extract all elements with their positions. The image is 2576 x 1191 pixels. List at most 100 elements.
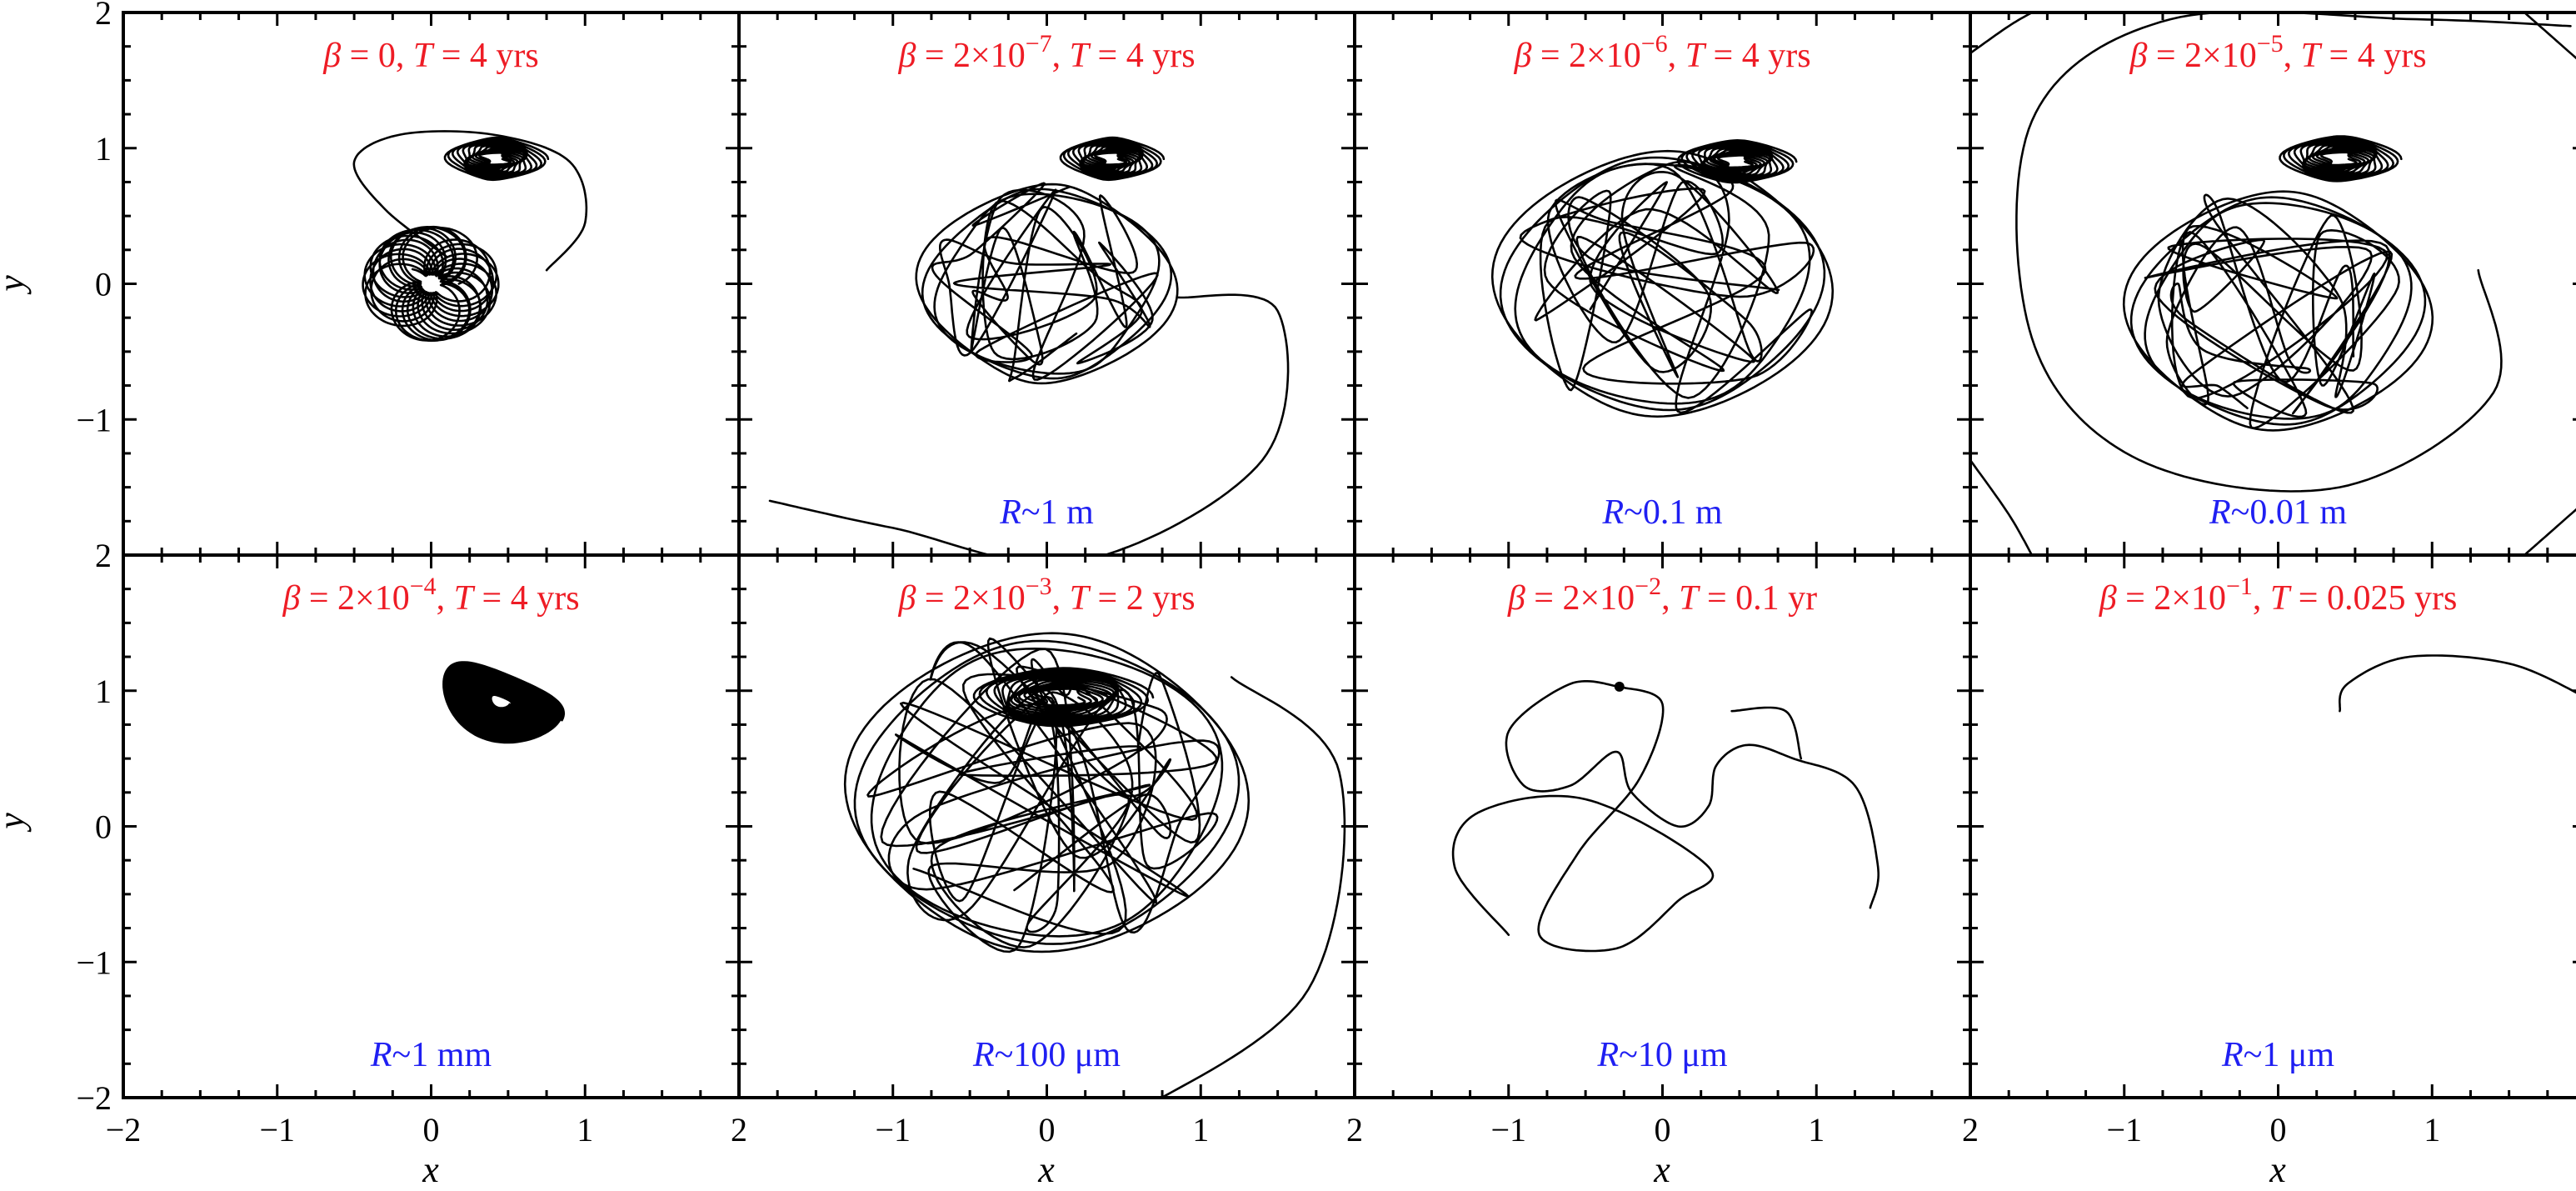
panel-1: β = 0, T = 4 yrs xyxy=(122,11,741,557)
beta-value: 2×10 xyxy=(953,37,1026,75)
panel-1-trajectory-1 xyxy=(362,225,500,343)
beta-exponent: −2 xyxy=(1635,573,1661,600)
panel-3-frame xyxy=(1353,11,1972,557)
panel-7-trajectory-1 xyxy=(1505,680,1880,909)
panel-4-trajectory-10 xyxy=(2523,508,2576,555)
panel-3-title: β = 2×10−6, T = 4 yrs xyxy=(1513,30,1810,75)
beta-exponent: −7 xyxy=(1026,30,1052,58)
panel-5-trajectory-1 xyxy=(442,661,566,744)
y-axis-label-row-1: y xyxy=(0,275,32,295)
beta-value: 2×10 xyxy=(337,579,410,618)
y-tick-label: 1 xyxy=(95,673,112,710)
panel-8-radius-annotation: R~1 μm xyxy=(2221,1036,2334,1074)
beta-symbol: β xyxy=(1507,579,1525,618)
panel-6-trajectory-4 xyxy=(843,632,1251,953)
panels: β = 0, T = 4 yrs β = 2×10−7, T = 4 yrs R~1… xyxy=(122,11,2576,1099)
x-tick-label: −1 xyxy=(1490,1111,1526,1148)
panel-5-radius-annotation: R~1 mm xyxy=(370,1036,492,1074)
x-axis-label-col-4: x xyxy=(2269,1149,2286,1190)
panel-1-trajectory-2 xyxy=(352,130,588,272)
panel-2-title: β = 2×10−7, T = 4 yrs xyxy=(897,30,1195,75)
beta-exponent: −6 xyxy=(1641,30,1668,58)
time-value: 4 yrs xyxy=(2358,37,2427,75)
beta-value: 2×10 xyxy=(2154,579,2226,618)
beta-exponent: −4 xyxy=(410,573,437,600)
panel-6-title: β = 2×10−3, T = 2 yrs xyxy=(897,573,1195,618)
panel-4-trajectory-9 xyxy=(2523,13,2576,60)
beta-exponent: −1 xyxy=(2226,573,2253,600)
panel-2-trajectory-1 xyxy=(931,182,1159,383)
panel-2-trajectory-5 xyxy=(1059,136,1166,182)
panel-2-radius-annotation: R~1 m xyxy=(999,493,1094,532)
x-tick-label: 0 xyxy=(1039,1111,1056,1148)
panel-7-plot-area xyxy=(1451,680,1880,953)
panel-8-plot-area xyxy=(2339,654,2576,713)
beta-symbol: β xyxy=(2129,37,2147,75)
panel-5-plot-area xyxy=(442,661,566,744)
panel-8: β = 2×10−1, T = 0.025 yrs R~1 μm xyxy=(1969,553,2576,1099)
y-tick-label: −1 xyxy=(76,943,112,981)
panel-2-trajectory-3 xyxy=(921,188,1173,380)
beta-value: 2×10 xyxy=(953,579,1026,618)
x-tick-label: 1 xyxy=(1192,1111,1209,1148)
panel-1-trajectory-3 xyxy=(443,136,550,182)
time-value: 4 yrs xyxy=(1126,37,1196,75)
time-symbol: T xyxy=(413,37,435,75)
y-tick-label: 1 xyxy=(95,130,112,168)
panel-6-trajectory-5 xyxy=(972,667,1155,728)
beta-symbol: β xyxy=(1513,37,1531,75)
panel-4-trajectory-4 xyxy=(2122,190,2434,432)
time-value: 4 yrs xyxy=(470,37,539,75)
x-tick-label: 2 xyxy=(1962,1111,1979,1148)
time-value: 0.1 yr xyxy=(1735,579,1817,618)
panel-7-title: β = 2×10−2, T = 0.1 yr xyxy=(1507,573,1817,618)
time-value: 4 yrs xyxy=(511,579,580,618)
time-symbol: T xyxy=(1070,37,1091,75)
x-tick-label: 0 xyxy=(423,1111,440,1148)
panel-1-frame xyxy=(122,11,741,557)
time-value: 0.025 yrs xyxy=(2327,579,2457,618)
panel-7-trajectory-2 xyxy=(1451,685,1715,953)
panel-2-trajectory-4 xyxy=(915,183,1179,385)
panel-8-trajectory-1 xyxy=(2339,654,2576,713)
x-axis-label-col-1: x xyxy=(422,1149,439,1190)
x-tick-label: −1 xyxy=(259,1111,295,1148)
y-tick-label: −2 xyxy=(76,1079,112,1117)
panel-2-plot-area xyxy=(768,136,1290,555)
panel-2: β = 2×10−7, T = 4 yrs R~1 m xyxy=(737,11,1356,557)
panel-8-title: β = 2×10−1, T = 0.025 yrs xyxy=(2099,573,2458,618)
panel-3-trajectory-5 xyxy=(1676,139,1798,184)
x-tick-label: −1 xyxy=(2106,1111,2142,1148)
panel-4-trajectory-1 xyxy=(2144,193,2400,429)
x-axis-label-col-3: x xyxy=(1653,1149,1670,1190)
panel-4-plot-area xyxy=(1970,13,2576,555)
x-tick-label: −1 xyxy=(875,1111,911,1148)
panel-1-title: β = 0, T = 4 yrs xyxy=(322,37,539,75)
panel-4: β = 2×10−5, T = 4 yrs R~0.01 m xyxy=(1969,11,2576,557)
x-tick-label: 0 xyxy=(2270,1111,2287,1148)
panel-2-trajectory-6 xyxy=(768,293,1290,555)
panel-6-trajectory-2 xyxy=(870,648,1224,938)
panel-7-start-point xyxy=(1614,681,1625,692)
beta-value: 2×10 xyxy=(1562,579,1635,618)
time-value: 4 yrs xyxy=(1742,37,1811,75)
beta-symbol: β xyxy=(322,37,341,75)
x-tick-label: 1 xyxy=(577,1111,593,1148)
panel-8-frame xyxy=(1969,553,2576,1099)
beta-symbol: β xyxy=(2099,579,2117,618)
time-symbol: T xyxy=(454,579,476,618)
y-tick-label: 0 xyxy=(95,808,112,846)
panel-4-trajectory-6 xyxy=(2015,13,2572,493)
panel-6-trajectory-1 xyxy=(866,637,1221,953)
panel-6: β = 2×10−3, T = 2 yrs R~100 μm xyxy=(737,553,1356,1099)
time-symbol: T xyxy=(1685,37,1707,75)
panel-5-title: β = 2×10−4, T = 4 yrs xyxy=(282,573,579,618)
y-tick-label: 0 xyxy=(95,266,112,303)
panel-3-plot-area xyxy=(1490,139,1835,418)
panel-7-radius-annotation: R~10 μm xyxy=(1596,1036,1727,1074)
panel-4-radius-annotation: R~0.01 m xyxy=(2209,493,2347,532)
beta-value: 2×10 xyxy=(1569,37,1641,75)
panel-4-trajectory-3 xyxy=(2129,196,2427,426)
